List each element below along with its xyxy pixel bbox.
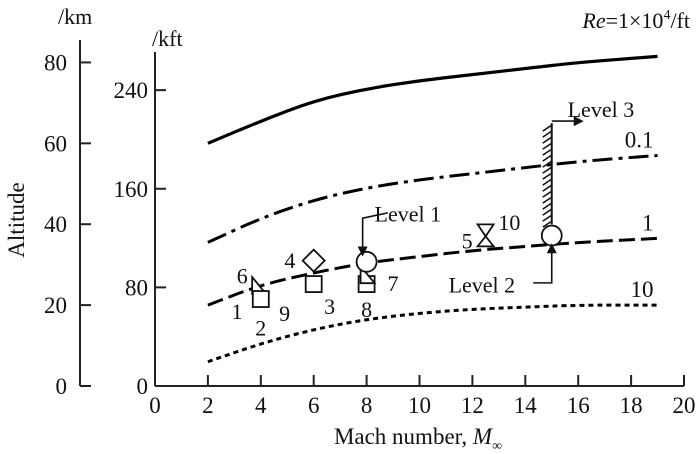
kft-tick-label: 240 [114,78,149,103]
kft-tick-label: 80 [125,275,148,300]
marker-number-label: 6 [237,264,248,289]
kft-tick-label: 0 [137,374,149,399]
series-layer: 0.1 1 10 [207,54,658,364]
marker-square [251,290,270,308]
x-tick-label: 8 [361,393,373,418]
x-tick-label: 18 [620,393,643,418]
level3-hatch [542,184,553,192]
level3-hatch [542,196,553,204]
marker-number-label: 1 [231,299,242,324]
level3-hatch [542,166,553,174]
title-tail: /ft [670,8,690,33]
km-ticks: 0 20 40 60 80 [44,50,91,399]
level3-hatch [542,172,553,180]
series-line-10 [207,303,658,364]
marker-number-label: 3 [324,294,335,319]
kft-ticks: 0 80 160 240 [114,78,166,399]
series-line-1 [207,236,658,307]
x-tick-label: 0 [149,393,161,418]
level3-hatch [542,190,553,198]
title-rest: =1×10 [606,8,664,33]
x-axis-label-sub: ∞ [492,439,502,454]
level2-arrow-head [546,243,557,254]
series-label: 0.1 [625,127,654,152]
marker-bowtie-top [475,223,496,238]
km-tick-label: 60 [44,131,67,156]
level3-hatch [542,178,553,186]
x-tick-label: 2 [202,393,214,418]
x-tick-label: 12 [461,393,484,418]
x-tick-label: 16 [567,393,590,418]
km-tick-label: 40 [44,212,67,237]
level3-hatch [542,160,553,168]
level-annotation-label: Level 3 [568,97,635,122]
level1-leader [361,212,388,251]
x-axis-label-text: Mach number, [334,424,473,449]
marker-number-label: 4 [284,248,295,273]
level3-arrow-head [573,116,584,127]
series-label: 10 [631,277,654,302]
level3-hatch [542,214,553,222]
marker-number-label: 10 [498,210,520,235]
marker-bowtie-bottom [475,234,496,248]
level3-hatch [542,154,553,162]
x-axis-label-symbol: M [472,424,494,449]
marker-number-label: 5 [462,228,473,253]
series-label: 1 [642,210,654,235]
level1-arrow-head [357,246,368,257]
marker-number-label: 8 [361,297,372,322]
marker-diamond [301,248,326,273]
series-line-top [207,54,658,145]
chart-title: Re=1×104/ft [581,8,690,33]
km-tick-label: 20 [44,293,67,318]
annotation-layer: Level 1 Level 2 Level 3 [357,97,635,297]
x-tick-label: 20 [673,393,696,418]
kft-tick-label: 160 [114,177,149,202]
marker-number-label: 2 [255,315,266,340]
marker-circle [355,250,378,273]
x-ticks: 0 2 4 6 8 10 12 14 16 18 20 [149,375,696,418]
level3-hatch [542,208,553,216]
km-tick-label: 0 [56,374,68,399]
level3-hatch [542,220,553,228]
marker-number-label: 9 [279,301,290,326]
level3-hatch [542,202,553,210]
level3-hatch [542,142,553,150]
level3-hatch [542,148,553,156]
marker-number-label: 7 [388,271,399,296]
km-tick-label: 80 [44,50,67,75]
y-axis-label: Altitude [4,182,29,257]
level2-leader [533,249,553,284]
level-annotation-label: Level 1 [375,202,442,227]
level3-hatch [542,136,553,144]
x-tick-label: 10 [408,393,431,418]
series-line-0p1 [207,153,658,244]
title-sup: 4 [663,8,670,23]
x-tick-label: 14 [514,393,538,418]
level3-hatch [542,130,553,138]
level3-hatch [542,124,553,132]
x-tick-label: 4 [255,393,267,418]
marker-square [304,275,323,293]
x-axis-label: Mach number, M∞ [334,424,502,454]
marker-circle [540,224,563,247]
level-annotation-label: Level 2 [449,272,516,297]
y-unit-kft: /kft [152,26,183,51]
title-re: Re [581,8,605,33]
x-tick-label: 6 [308,393,320,418]
y-unit-km: /km [58,4,92,29]
markers-layer: 6 129 4 3 78 10 5 [231,210,563,340]
